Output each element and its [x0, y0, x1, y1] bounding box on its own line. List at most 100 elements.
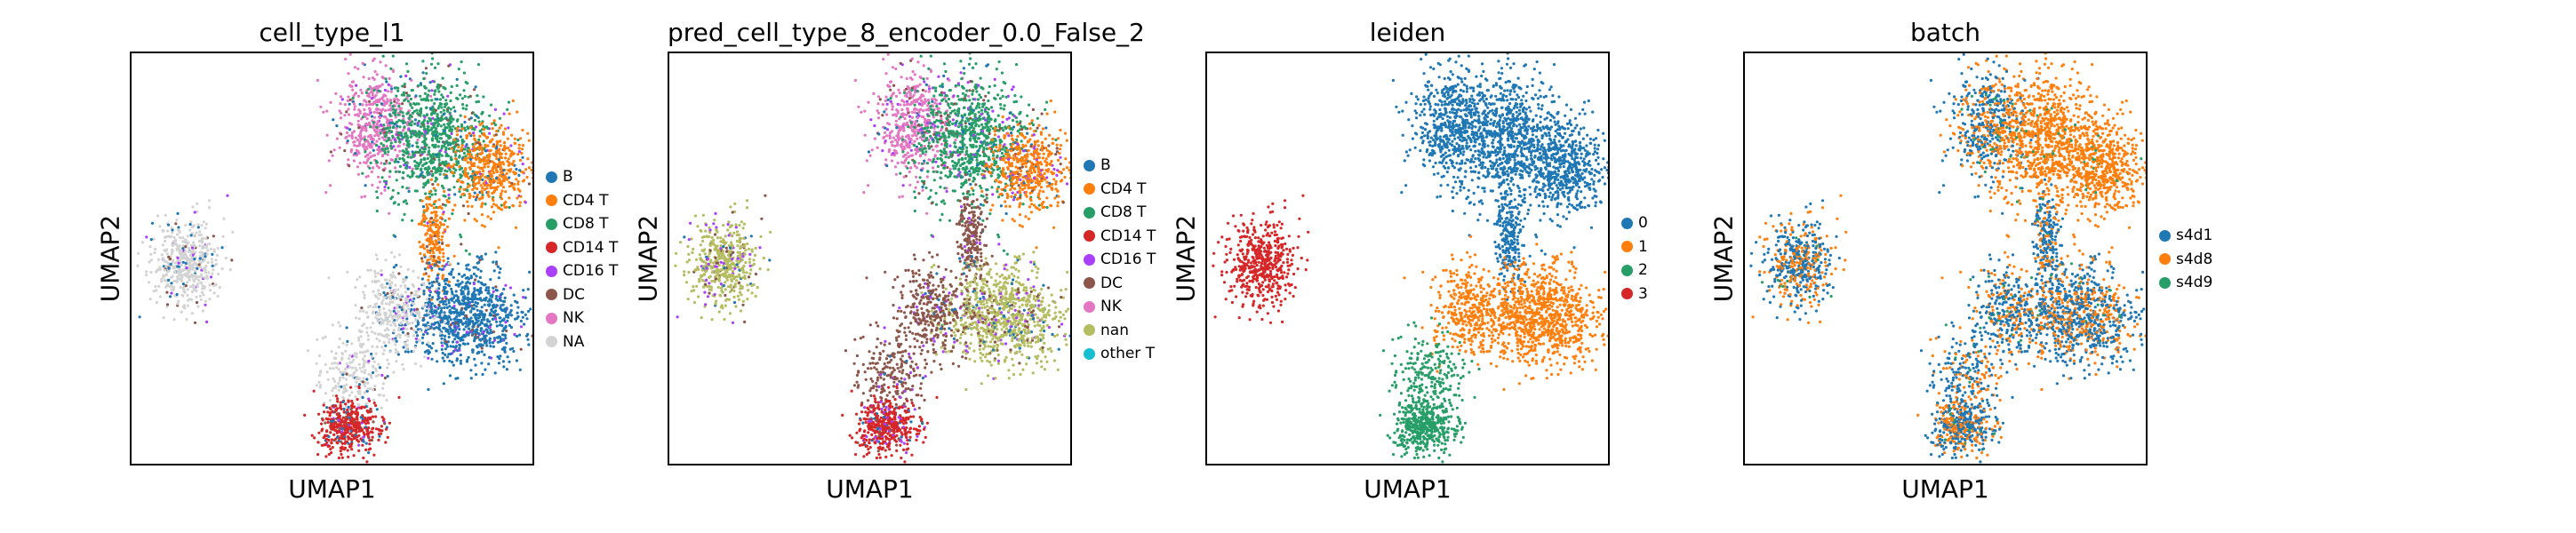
scatter-point: [333, 362, 337, 365]
scatter-point: [183, 306, 187, 310]
scatter-point: [508, 205, 511, 210]
scatter-point: [494, 203, 499, 207]
scatter-point: [439, 110, 443, 114]
scatter-point: [480, 151, 484, 155]
scatter-point: [191, 283, 195, 287]
scatter-point: [905, 113, 908, 116]
scatter-point: [316, 453, 320, 457]
scatter-point: [458, 155, 461, 158]
scatter-point: [513, 182, 516, 186]
scatter-point: [449, 323, 453, 327]
scatter-point: [362, 362, 365, 366]
scatter-point: [472, 290, 476, 295]
scatter-point: [388, 421, 391, 425]
scatter-point: [464, 325, 468, 329]
scatter-point: [492, 286, 495, 290]
scatter-point: [183, 290, 187, 294]
scatter-point: [916, 128, 920, 131]
scatter-point: [180, 276, 184, 280]
scatter-point: [460, 127, 464, 131]
scatter-point: [497, 362, 500, 365]
scatter-point: [439, 148, 443, 153]
scatter-point: [369, 374, 373, 378]
scatter-point: [440, 314, 444, 317]
scatter-point: [484, 308, 488, 312]
scatter-point: [921, 185, 924, 189]
scatter-point: [904, 135, 908, 139]
scatter-point: [460, 60, 463, 64]
scatter-point: [449, 158, 452, 162]
scatter-point: [460, 281, 464, 284]
scatter-point: [360, 195, 364, 199]
scatter-point: [481, 372, 484, 377]
scatter-point: [425, 203, 428, 206]
scatter-point: [431, 240, 435, 243]
scatter-point: [449, 330, 452, 333]
scatter-point: [458, 165, 461, 169]
scatter-point: [395, 126, 398, 131]
scatter-point: [464, 156, 468, 160]
scatter-point: [388, 350, 392, 354]
scatter-point: [504, 283, 508, 287]
scatter-point: [341, 341, 345, 345]
scatter-point: [188, 274, 192, 278]
scatter-point: [398, 164, 402, 168]
scatter-point: [502, 203, 506, 207]
scatter-point: [430, 99, 434, 102]
scatter-point: [360, 370, 364, 373]
scatter-point: [386, 147, 389, 150]
scatter-point: [489, 148, 492, 152]
scatter-point: [424, 329, 428, 332]
scatter-point: [450, 84, 453, 89]
scatter-point: [370, 115, 374, 118]
scatter-point: [383, 151, 387, 155]
scatter-point: [444, 299, 447, 303]
scatter-point: [480, 350, 484, 354]
scatter-point: [429, 246, 433, 251]
scatter-point: [184, 250, 188, 253]
scatter-point: [369, 326, 372, 330]
scatter-point: [477, 298, 481, 301]
scatter-point: [499, 266, 502, 271]
scatter-point: [435, 311, 438, 314]
scatter-point: [429, 298, 434, 301]
scatter-point: [413, 314, 417, 318]
scatter-point: [209, 289, 212, 292]
scatter-point: [176, 211, 180, 215]
scatter-point: [488, 114, 492, 117]
scatter-point: [456, 332, 460, 336]
scatter-point: [470, 204, 474, 208]
scatter-point: [446, 322, 450, 325]
scatter-point: [418, 130, 421, 133]
scatter-point: [481, 195, 484, 199]
scatter-point: [467, 333, 470, 337]
scatter-point: [405, 320, 409, 323]
scatter-point: [442, 211, 445, 214]
scatter-point: [465, 143, 468, 147]
scatter-point: [519, 347, 523, 351]
scatter-point: [198, 294, 202, 298]
scatter-point: [166, 282, 170, 286]
scatter-point: [884, 99, 887, 103]
scatter-point: [319, 105, 323, 108]
scatter-point: [488, 325, 492, 329]
scatter-point: [366, 135, 371, 139]
scatter-point: [391, 188, 395, 192]
scatter-point: [516, 110, 519, 114]
scatter-point: [321, 418, 324, 422]
scatter-point: [313, 436, 316, 440]
scatter-point: [524, 313, 527, 316]
scatter-point: [404, 139, 408, 142]
scatter-point: [350, 342, 354, 346]
scatter-point: [384, 312, 388, 315]
scatter-point: [916, 60, 920, 64]
scatter-point: [446, 355, 450, 359]
scatter-point: [459, 354, 462, 357]
scatter-point: [411, 106, 414, 109]
scatter-point: [187, 298, 190, 302]
scatter-point: [374, 99, 378, 102]
scatter-point: [428, 146, 431, 149]
scatter-point: [434, 179, 437, 183]
scatter-point: [400, 133, 404, 138]
scatter-point: [358, 109, 362, 113]
